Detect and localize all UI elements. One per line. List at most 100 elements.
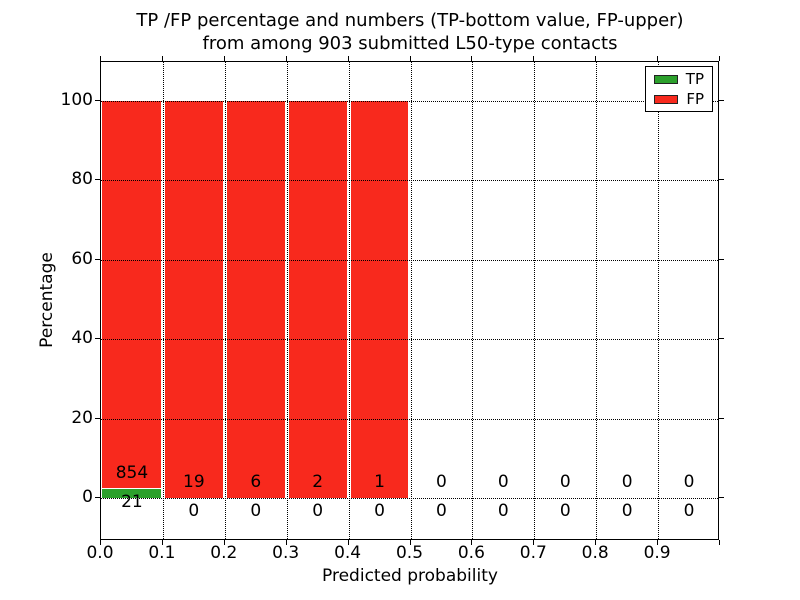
fp-bar	[164, 101, 223, 498]
tp-count-label: 0	[188, 501, 200, 522]
x-tick-label: 0.3	[272, 543, 300, 563]
x-tick-label: 0.7	[519, 543, 547, 563]
fp-count-label: 0	[497, 472, 509, 493]
x-tick-mark	[347, 540, 349, 545]
y-tick-mark-right	[719, 100, 724, 101]
x-tick-mark-top	[409, 56, 411, 61]
x-tick-mark-top	[347, 56, 349, 61]
y-tick-mark	[95, 417, 100, 419]
chart-title-line2: from among 903 submitted L50-type contac…	[202, 33, 618, 54]
tp-count-label: 0	[436, 501, 447, 522]
x-tick-mark-top	[719, 56, 720, 61]
x-tick-mark-top	[657, 56, 659, 61]
x-tick-label: 0.9	[643, 543, 671, 563]
x-tick-mark	[285, 540, 287, 545]
fp-count-label: 1	[374, 472, 385, 493]
x-tick-mark	[161, 540, 163, 545]
x-axis-label: Predicted probability	[322, 566, 498, 586]
h-gridline	[101, 259, 718, 261]
legend-swatch-fp-icon	[654, 94, 679, 104]
fp-bar	[226, 101, 285, 498]
tp-count-label: 21	[121, 491, 143, 512]
fp-count-label: 2	[312, 472, 324, 493]
fp-count-label: 19	[183, 472, 205, 493]
v-gridline	[534, 62, 536, 539]
x-tick-mark-top	[161, 56, 163, 61]
tp-bar	[101, 488, 161, 498]
y-tick-label: 20	[71, 407, 93, 428]
v-gridline	[596, 62, 598, 539]
legend-label-tp: TP	[685, 69, 704, 88]
v-gridline	[224, 62, 226, 539]
x-tick-mark	[719, 540, 720, 545]
y-tick-label: 60	[71, 248, 93, 269]
x-tick-label: 0.0	[86, 543, 114, 563]
y-tick-mark	[95, 497, 100, 498]
x-tick-label: 0.5	[395, 543, 424, 563]
y-tick-mark-right	[719, 338, 724, 340]
x-tick-mark	[595, 540, 597, 545]
x-tick-mark-top	[223, 56, 225, 61]
fp-bar	[288, 101, 347, 498]
y-tick-mark	[95, 100, 100, 101]
tp-count-label: 0	[497, 501, 509, 522]
fp-count-label: 0	[621, 472, 633, 493]
x-tick-mark	[657, 540, 659, 545]
x-tick-mark-top	[533, 56, 535, 61]
legend-item-tp: TP	[654, 69, 704, 88]
fp-bar	[101, 101, 161, 489]
tp-count-label: 0	[621, 501, 633, 522]
y-tick-label: 100	[60, 90, 93, 110]
v-gridline	[472, 62, 474, 539]
h-gridline	[101, 498, 718, 499]
v-gridline	[348, 62, 350, 539]
tp-count-label: 0	[683, 501, 695, 522]
y-tick-label: 40	[71, 328, 93, 349]
fp-count-label: 854	[115, 462, 149, 483]
fp-count-label: 6	[250, 472, 262, 493]
plot-area: 854 21 19 0 6 0 2 0 1 0 0 0 0 0 0 0 0 0 0 0	[100, 61, 719, 540]
x-tick-mark-top	[595, 56, 597, 61]
h-gridline	[101, 339, 718, 341]
v-gridline	[658, 62, 660, 539]
v-gridline	[410, 62, 412, 539]
x-tick-mark	[409, 540, 411, 545]
x-tick-mark-top	[100, 56, 101, 61]
x-tick-mark	[100, 540, 101, 545]
tp-count-label: 0	[312, 501, 324, 522]
x-tick-mark	[533, 540, 535, 545]
tp-count-label: 0	[250, 501, 262, 522]
x-tick-label: 0.8	[581, 543, 609, 563]
x-tick-mark	[223, 540, 225, 545]
h-gridline	[101, 418, 718, 420]
y-tick-mark-right	[719, 179, 724, 181]
chart-title: TP /FP percentage and numbers (TP-bottom…	[80, 9, 740, 55]
legend-label-fp: FP	[686, 89, 704, 108]
legend: TP FP	[645, 66, 713, 112]
y-tick-mark	[95, 258, 100, 260]
x-tick-label: 0.4	[334, 543, 362, 563]
y-tick-mark-right	[719, 417, 724, 419]
x-tick-mark-top	[471, 56, 473, 61]
v-gridline	[286, 62, 288, 539]
legend-swatch-tp-icon	[654, 74, 678, 84]
x-tick-label: 0.6	[457, 543, 485, 563]
y-tick-label: 80	[71, 169, 93, 190]
x-tick-mark-top	[285, 56, 287, 61]
fp-count-label: 0	[436, 472, 447, 493]
x-tick-mark	[471, 540, 473, 545]
fp-count-label: 0	[559, 472, 571, 493]
x-tick-label: 0.2	[210, 543, 238, 563]
chart-title-line1: TP /FP percentage and numbers (TP-bottom…	[136, 10, 684, 31]
y-tick-mark	[95, 338, 100, 340]
fp-bar	[350, 101, 409, 498]
y-tick-label: 0	[82, 487, 93, 507]
x-tick-label: 0.1	[148, 543, 176, 563]
v-gridline	[162, 62, 164, 539]
fp-count-label: 0	[683, 472, 695, 493]
y-tick-mark-right	[719, 497, 724, 498]
legend-item-fp: FP	[654, 89, 704, 108]
y-tick-mark-right	[719, 258, 724, 260]
h-gridline	[101, 180, 718, 182]
